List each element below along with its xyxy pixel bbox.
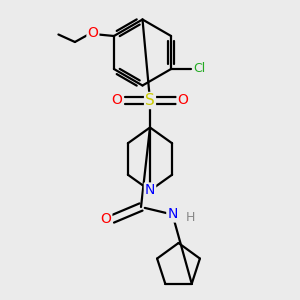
Text: Cl: Cl	[194, 62, 206, 76]
Text: O: O	[100, 212, 111, 226]
Text: O: O	[178, 94, 188, 107]
Text: N: N	[145, 184, 155, 197]
Text: N: N	[167, 208, 178, 221]
Text: S: S	[145, 93, 155, 108]
Text: O: O	[88, 26, 98, 40]
Text: O: O	[112, 94, 122, 107]
Text: H: H	[186, 211, 195, 224]
